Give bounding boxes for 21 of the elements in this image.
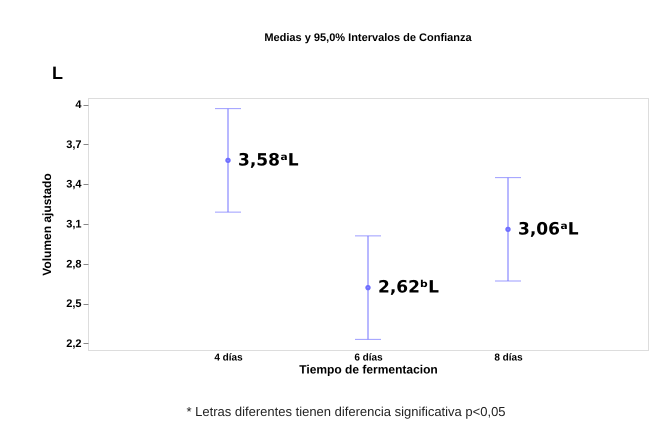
x-axis-title: Tiempo de fermentacion xyxy=(299,362,438,376)
text: L xyxy=(52,63,63,83)
point xyxy=(505,226,511,232)
annotation: 2,62ᵇL xyxy=(378,278,440,298)
point xyxy=(365,284,371,290)
y-tick-label: 2,2 xyxy=(66,338,82,350)
x-tick-label: 6 días xyxy=(354,352,384,364)
annotation: 3,58ᵃL xyxy=(238,150,299,170)
y-tick-label: 3,7 xyxy=(66,138,82,151)
y-tick-label: 2,8 xyxy=(66,258,82,270)
text: * Letras diferentes tienen diferencia significativa p<0,05 xyxy=(186,404,506,419)
chart-title: Medias y 95,0% Intervalos de Confianza xyxy=(264,32,472,44)
annotation: 3,06ᵃL xyxy=(518,219,579,240)
y-axis-title: Volumen ajustado xyxy=(40,173,54,276)
x-tick-label: 4 días xyxy=(214,352,244,364)
y-tick-label: 4 xyxy=(75,99,82,112)
x-tick-label: 8 días xyxy=(494,352,524,364)
y-tick-label: 3,4 xyxy=(66,178,82,191)
y-tick-label: 2,5 xyxy=(66,298,82,310)
y-tick-label: 3,1 xyxy=(66,218,82,230)
point xyxy=(225,158,231,164)
